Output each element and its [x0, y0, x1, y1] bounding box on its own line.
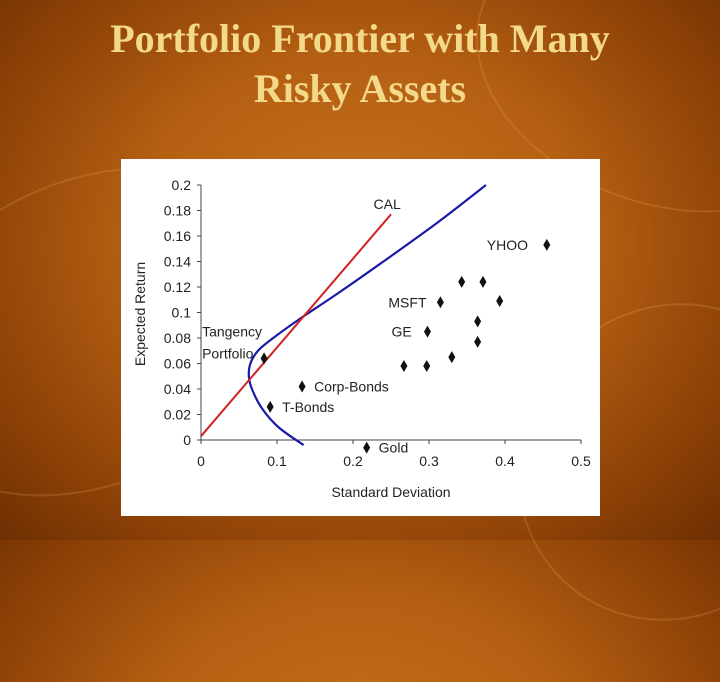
asset-label: YHOO: [487, 237, 528, 253]
x-tick-group: 0 0.1 0.2 0.3 0.4 0.5: [197, 440, 591, 469]
y-tick-label: 0: [183, 432, 191, 448]
asset-label: Portfolio: [202, 345, 254, 361]
asset-diamond-marker: [458, 275, 466, 288]
asset-label: Tangency: [202, 323, 262, 339]
y-tick-group: 0 0.02 0.04 0.06 0.08 0.1 0.12 0.14 0.16 0.18 0.2: [164, 177, 201, 448]
y-tick-label: 0.08: [164, 330, 191, 346]
x-tick-label: 0.2: [343, 453, 363, 469]
slide-title-line-2: Risky Assets: [253, 66, 467, 111]
asset-diamond-marker: [400, 360, 408, 373]
cal-label: CAL: [374, 196, 401, 212]
y-tick-label: 0.14: [164, 254, 191, 270]
y-tick-label: 0.04: [164, 381, 191, 397]
asset-diamond-marker: [479, 275, 487, 288]
asset-label: MSFT: [388, 294, 427, 310]
x-axis-title: Standard Deviation: [331, 484, 450, 500]
asset-label: Gold: [379, 440, 409, 456]
asset-diamond-marker: [298, 380, 306, 393]
y-tick-label: 0.18: [164, 203, 191, 219]
x-tick-label: 0.4: [495, 453, 515, 469]
cal-line: [200, 213, 392, 437]
asset-diamond-marker: [474, 315, 482, 328]
y-tick-label: 0.12: [164, 279, 191, 295]
y-axis-title: Expected Return: [132, 262, 148, 366]
x-tick-label: 0.5: [571, 453, 591, 469]
chart-panel: 0 0.02 0.04 0.06 0.08 0.1 0.12 0.14 0.16 0.18 0.2 …: [121, 159, 600, 516]
asset-diamond-marker: [266, 400, 274, 413]
asset-diamond-marker: [496, 295, 504, 308]
asset-label: Corp-Bonds: [314, 378, 389, 394]
asset-diamond-marker: [543, 238, 551, 251]
y-tick-label: 0.1: [172, 305, 192, 321]
x-tick-label: 0.1: [267, 453, 287, 469]
y-tick-label: 0.2: [172, 177, 192, 193]
asset-diamond-marker: [436, 296, 444, 309]
asset-label: GE: [391, 324, 411, 340]
asset-diamond-marker: [423, 360, 431, 373]
y-tick-label: 0.16: [164, 228, 191, 244]
asset-diamond-marker: [423, 325, 431, 338]
asset-diamond-marker: [448, 351, 456, 364]
asset-label: T-Bonds: [282, 399, 334, 415]
y-tick-label: 0.02: [164, 407, 191, 423]
x-tick-label: 0: [197, 453, 205, 469]
asset-points: Tangency Portfolio Corp-Bonds T-Bonds Gold MS…: [202, 237, 551, 456]
efficient-frontier-curve: [247, 184, 487, 446]
y-tick-label: 0.06: [164, 356, 191, 372]
asset-diamond-marker: [260, 352, 268, 365]
asset-diamond-marker: [474, 335, 482, 348]
x-tick-label: 0.3: [419, 453, 439, 469]
slide-title-line-1: Portfolio Frontier with Many: [110, 16, 610, 61]
portfolio-frontier-chart: 00.020.040.060.080.10.120.140.160.180.2 …: [132, 177, 591, 500]
asset-diamond-marker: [363, 441, 371, 454]
slide-title: Portfolio Frontier with Many Risky Asset…: [0, 14, 720, 114]
